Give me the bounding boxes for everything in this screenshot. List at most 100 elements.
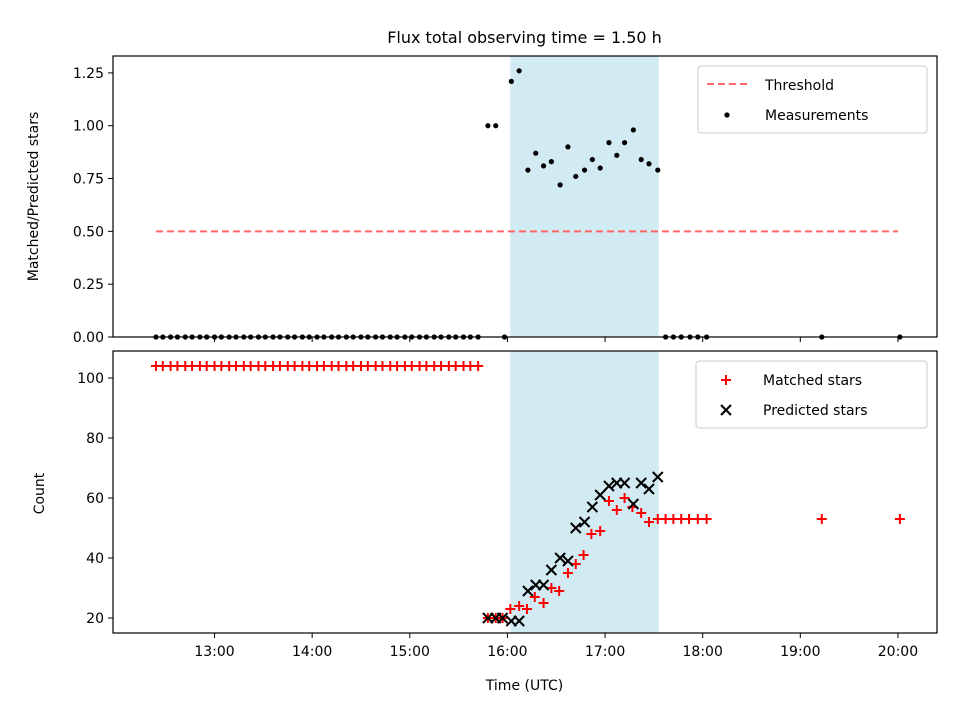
- predicted-star-point: [562, 555, 574, 567]
- x-tick-label: 16:00: [487, 644, 527, 660]
- legend-matched-label: Matched stars: [763, 373, 862, 389]
- legend-box: [697, 65, 928, 134]
- predicted-star-point: [643, 483, 655, 495]
- matched-star-point: [514, 601, 525, 611]
- measurement-point: [646, 161, 652, 167]
- predicted-star-point: [554, 552, 566, 564]
- measurement-point: [548, 159, 554, 165]
- matched-star-point: [816, 514, 827, 524]
- measurement-point: [638, 156, 644, 163]
- matched-star-point: [894, 514, 905, 524]
- matched-star-point: [643, 517, 654, 527]
- x-tick-label: 13:00: [194, 644, 234, 660]
- bottom-y-axis-label: Count: [32, 472, 48, 514]
- matched-star-point: [692, 514, 703, 524]
- predicted-star-point: [496, 612, 509, 624]
- measurement-point: [533, 150, 539, 156]
- measurement-point: [606, 140, 612, 146]
- measurement-point: [540, 163, 547, 169]
- matched-star-point: [595, 526, 606, 536]
- legend-measurements-label: Measurements: [765, 108, 868, 124]
- measurement-point: [655, 167, 661, 173]
- matched-star-point: [619, 493, 630, 503]
- measurement-point: [614, 152, 620, 158]
- x-tick-label: 14:00: [292, 644, 332, 660]
- x-tick-label: 19:00: [780, 644, 820, 660]
- predicted-star-point: [627, 498, 640, 510]
- measurement-point: [573, 173, 579, 180]
- measurement-point: [493, 123, 499, 129]
- matched-star-point: [529, 592, 540, 602]
- y-tick-label: 80: [86, 431, 104, 447]
- predicted-star-point: [586, 501, 599, 513]
- legend-measurements-swatch: [724, 112, 730, 118]
- legend-predicted-label: Predicted stars: [763, 403, 868, 419]
- bottom-panel: 20 40 60 80 100 13:00 14:00 15:00 16:00 17:00 18:0…: [77, 350, 938, 660]
- matched-star-point: [636, 508, 647, 518]
- measurement-point: [589, 156, 595, 163]
- measurement-point: [565, 144, 571, 150]
- shaded-interval: [510, 351, 659, 633]
- x-tick-label: 18:00: [683, 644, 723, 660]
- shaded-interval: [510, 56, 659, 337]
- predicted-star-point: [522, 585, 534, 597]
- y-tick-label: 0.25: [73, 277, 104, 293]
- x-tick-label: 15:00: [390, 644, 430, 660]
- bottom-legend: Matched stars Predicted stars: [695, 360, 928, 429]
- predicted-star-point: [570, 522, 582, 534]
- measurement-point: [621, 140, 628, 146]
- matched-star-point: [505, 604, 516, 614]
- measurement-point: [597, 165, 603, 171]
- top-legend: Threshold Measurements: [697, 65, 928, 134]
- measurement-point: [581, 167, 588, 173]
- matched-star-point: [684, 514, 695, 524]
- y-tick-label: 0.75: [73, 172, 104, 188]
- axes-frame: [112, 55, 938, 338]
- y-tick-label: 1.00: [73, 119, 104, 135]
- measurement-point: [630, 127, 636, 133]
- matched-star-point: [578, 550, 589, 560]
- axes-frame: [112, 350, 938, 634]
- predicted-star-point: [635, 477, 647, 489]
- matched-star-point: [554, 586, 565, 596]
- predicted-star-point: [578, 516, 591, 528]
- y-tick-label: 40: [86, 551, 104, 567]
- measurement-point: [485, 123, 491, 129]
- matched-star-point: [538, 598, 549, 608]
- matched-star-point: [546, 583, 557, 593]
- y-tick-label: 100: [77, 371, 104, 387]
- y-tick-label: 20: [86, 611, 104, 627]
- top-y-axis-label: Matched/Predicted stars: [26, 112, 42, 282]
- measurement-point: [508, 78, 514, 84]
- legend-matched-swatch: [721, 375, 731, 385]
- y-tick-label: 0.00: [73, 330, 104, 346]
- matched-star-point: [586, 529, 597, 539]
- predicted-star-point: [594, 489, 606, 501]
- legend-box: [695, 360, 928, 429]
- x-tick-label: 17:00: [585, 644, 625, 660]
- matched-star-point: [570, 559, 581, 569]
- predicted-star-point: [603, 480, 615, 492]
- predicted-star-point: [513, 615, 525, 627]
- legend-predicted-swatch: [720, 404, 732, 416]
- y-tick-label: 60: [86, 491, 104, 507]
- y-tick-label: 1.25: [73, 66, 104, 82]
- top-panel: 0.00 0.25 0.50 0.75 1.00 1.25 Threshold Measure…: [73, 55, 938, 346]
- matched-star-point: [473, 361, 484, 371]
- matched-star-point: [562, 568, 573, 578]
- predicted-star-point: [545, 564, 558, 576]
- predicted-star-point: [537, 579, 550, 591]
- legend-threshold-label: Threshold: [764, 78, 834, 94]
- predicted-star-point: [652, 471, 664, 483]
- measurement-point: [516, 68, 522, 74]
- x-axis-label: Time (UTC): [485, 678, 563, 694]
- matched-star-point: [521, 604, 532, 614]
- y-tick-label: 0.50: [73, 224, 104, 240]
- measurement-point: [557, 182, 563, 188]
- matched-star-point: [603, 496, 614, 506]
- figure-title: Flux total observing time = 1.50 h: [387, 28, 662, 47]
- predicted-star-point: [618, 477, 631, 489]
- matched-star-point: [611, 505, 622, 515]
- x-tick-label: 20:00: [878, 644, 918, 660]
